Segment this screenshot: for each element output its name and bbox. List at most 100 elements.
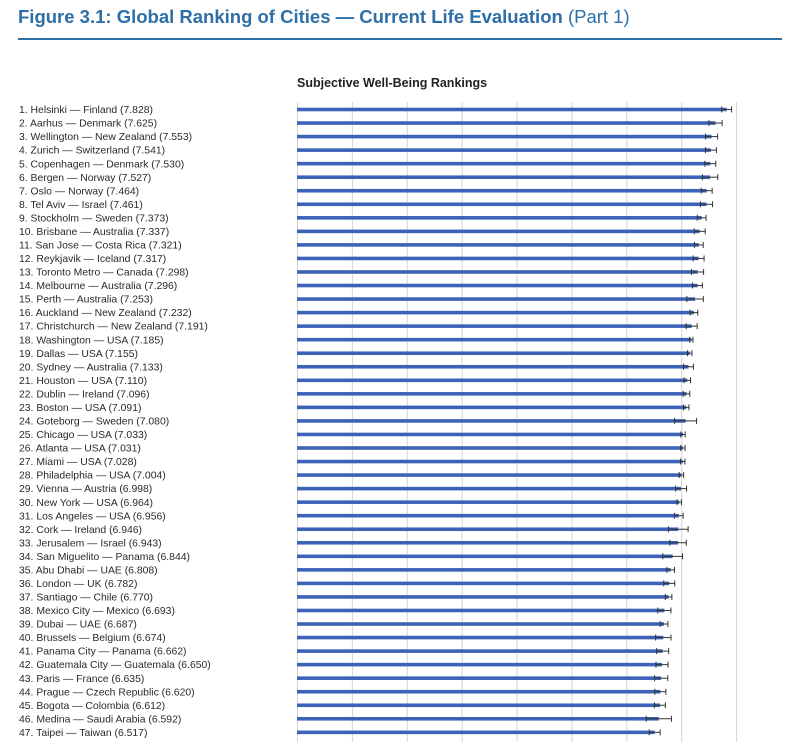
city-label: 34. San Miguelito — Panama (6.844) <box>19 552 190 563</box>
city-label: 15. Perth — Australia (7.253) <box>19 295 153 306</box>
city-label: 14. Melbourne — Australia (7.296) <box>19 281 177 292</box>
error-bar <box>655 634 672 641</box>
city-label: 39. Dubai — UAE (6.687) <box>19 620 137 631</box>
figure-title-part: (Part 1) <box>567 6 630 27</box>
error-bar <box>700 187 713 194</box>
city-label: 12. Reykjavik — Iceland (7.317) <box>19 254 166 265</box>
bar <box>297 392 687 396</box>
error-bar <box>708 120 723 127</box>
bar <box>297 581 670 586</box>
bar <box>297 378 688 383</box>
bar <box>297 554 673 559</box>
bar <box>297 568 671 572</box>
bar <box>297 256 699 261</box>
city-label: 36. London — UK (6.782) <box>19 579 137 590</box>
city-label: 16. Auckland — New Zealand (7.232) <box>19 308 192 319</box>
bar <box>297 243 699 247</box>
bar <box>297 297 696 301</box>
bar <box>297 676 662 680</box>
city-label: 26. Atlanta — USA (7.031) <box>19 444 141 455</box>
city-label: 40. Brussels — Belgium (6.674) <box>19 633 166 644</box>
error-bar <box>692 255 705 262</box>
error-bar <box>676 499 682 506</box>
error-bar <box>664 593 673 600</box>
city-label: 25. Chicago — USA (7.033) <box>19 430 147 441</box>
city-label: 5. Copenhagen — Denmark (7.530) <box>19 159 184 170</box>
bar <box>297 216 702 220</box>
error-bar <box>667 526 689 533</box>
bar <box>297 473 682 477</box>
bar <box>297 662 662 667</box>
bar <box>297 148 711 152</box>
city-label: 32. Cork — Ireland (6.946) <box>19 525 142 536</box>
city-label: 43. Paris — France (6.635) <box>19 674 144 685</box>
city-label: 7. Oslo — Norway (7.464) <box>19 186 139 197</box>
city-label: 41. Panama City — Panama (6.662) <box>19 647 187 658</box>
error-bar <box>682 404 690 411</box>
city-label: 37. Santiago — Chile (6.770) <box>19 593 153 604</box>
city-label: 23. Boston — USA (7.091) <box>19 403 141 414</box>
bar <box>297 703 660 708</box>
city-label: 17. Christchurch — New Zealand (7.191) <box>19 322 208 333</box>
bar <box>297 689 661 694</box>
city-label: 20. Sydney — Australia (7.133) <box>19 362 163 373</box>
error-bar <box>682 390 691 397</box>
error-bar <box>675 485 688 492</box>
error-bar <box>693 241 704 248</box>
city-label: 24. Goteborg — Sweden (7.080) <box>19 417 169 428</box>
city-label: 19. Dallas — USA (7.155) <box>19 349 138 360</box>
city-label: 1. Helsinki — Finland (7.828) <box>19 105 153 116</box>
city-label: 28. Philadelphia — USA (7.004) <box>19 471 166 482</box>
city-label: 6. Bergen — Norway (7.527) <box>19 173 151 184</box>
error-bar <box>663 580 676 587</box>
error-bar <box>673 512 684 519</box>
error-bar <box>687 350 693 357</box>
error-bar <box>696 214 707 221</box>
bar <box>297 405 687 410</box>
bar <box>297 337 692 342</box>
label-layer: 1. Helsinki — Finland (7.828) 2. Aarhus —… <box>19 105 211 739</box>
city-label: 4. Zurich — Switzerland (7.541) <box>19 146 165 157</box>
city-label: 10. Brisbane — Australia (7.337) <box>19 227 169 238</box>
error-bar <box>645 715 672 722</box>
city-label: 11. San Jose — Costa Rica (7.321) <box>19 241 182 252</box>
city-label: 35. Abu Dhabi — UAE (6.808) <box>19 565 158 576</box>
error-bar <box>705 133 719 140</box>
bar <box>297 419 686 423</box>
city-label: 22. Dublin — Ireland (7.096) <box>19 389 150 400</box>
bar <box>297 730 655 735</box>
bar <box>297 527 679 532</box>
city-label: 45. Bogota — Colombia (6.612) <box>19 701 165 712</box>
error-bar <box>680 431 686 438</box>
error-bar <box>689 309 699 316</box>
bar <box>297 540 679 545</box>
bar <box>297 649 663 653</box>
city-label: 8. Tel Aviv — Israel (7.461) <box>19 200 143 211</box>
city-label: 44. Prague — Czech Republic (6.620) <box>19 687 195 698</box>
error-bar <box>653 702 666 709</box>
bar <box>297 446 683 450</box>
error-bar <box>678 472 685 479</box>
error-bar <box>680 445 686 451</box>
bar <box>297 513 679 518</box>
error-bar <box>693 228 706 235</box>
error-bar <box>704 147 717 154</box>
bar <box>297 364 689 369</box>
city-label: 9. Stockholm — Sweden (7.373) <box>19 213 169 224</box>
error-bar-layer <box>645 106 733 736</box>
error-bar <box>685 323 698 330</box>
bar <box>297 270 698 274</box>
city-label: 2. Aarhus — Denmark (7.625) <box>19 119 157 130</box>
bar <box>297 635 664 640</box>
error-bar <box>689 336 694 343</box>
figure-title: Figure 3.1: Global Ranking of Cities — C… <box>18 6 630 28</box>
city-label: 46. Medina — Saudi Arabia (6.592) <box>19 714 181 725</box>
bar <box>297 107 727 112</box>
city-label: 42. Guatemala City — Guatemala (6.650) <box>19 660 211 671</box>
city-label: 33. Jerusalem — Israel (6.943) <box>19 538 162 549</box>
bar <box>297 134 712 139</box>
error-bar <box>656 648 670 655</box>
bar <box>297 622 665 626</box>
city-label: 47. Taipei — Taiwan (6.517) <box>19 728 147 739</box>
error-bar <box>654 688 667 695</box>
